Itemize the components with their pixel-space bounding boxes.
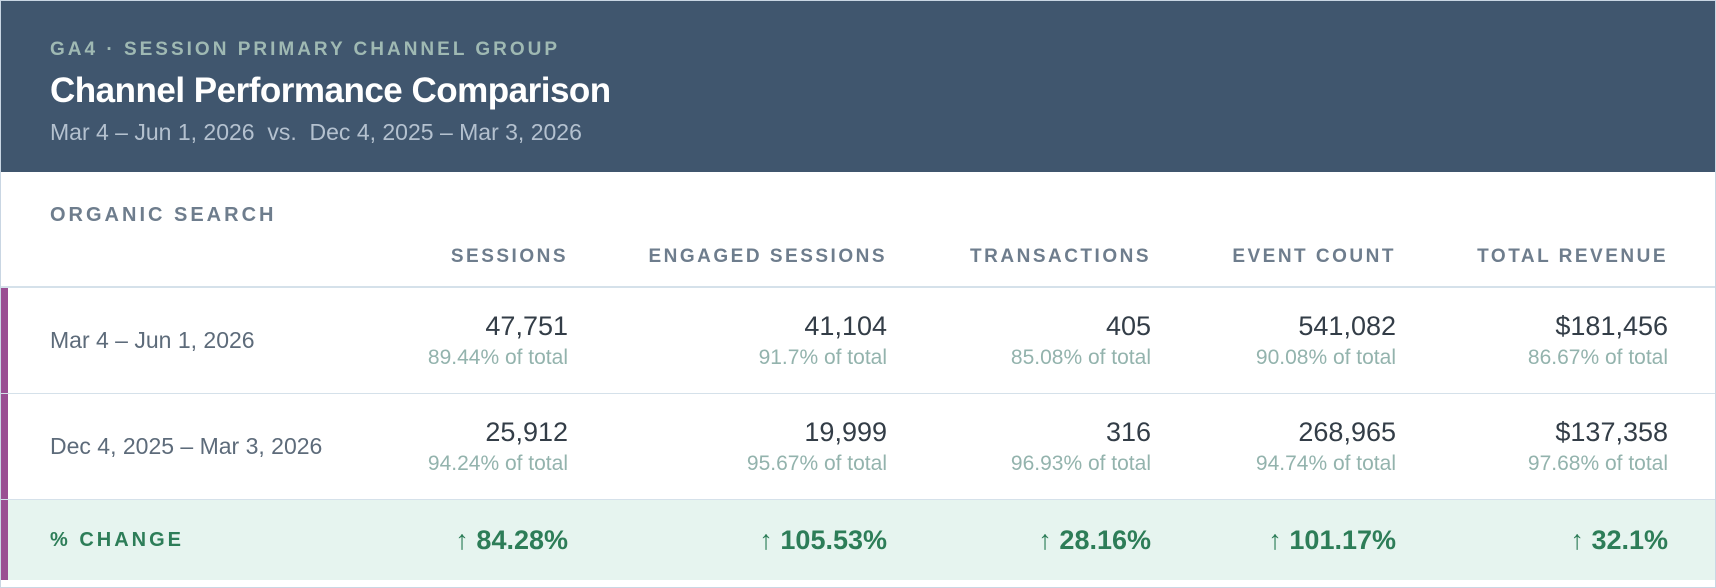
metric-cell: 41,104 91.7% of total bbox=[568, 287, 887, 394]
metric-value: $181,456 bbox=[1555, 311, 1669, 341]
metric-value: 541,082 bbox=[1298, 311, 1396, 341]
column-header: TOTAL REVENUE bbox=[1396, 228, 1715, 288]
change-value: ↑ 84.28% bbox=[368, 499, 568, 580]
metric-cell: $137,358 97.68% of total bbox=[1396, 393, 1715, 500]
period-label: Mar 4 – Jun 1, 2026 bbox=[1, 287, 368, 394]
metric-share: 97.68% of total bbox=[1527, 452, 1669, 475]
column-header: TRANSACTIONS bbox=[887, 228, 1151, 288]
metric-value: 405 bbox=[1105, 311, 1151, 341]
metric-share: 94.24% of total bbox=[427, 452, 568, 475]
metric-share: 96.93% of total bbox=[1010, 452, 1151, 475]
change-value: ↑ 32.1% bbox=[1396, 499, 1715, 580]
column-header: SESSIONS bbox=[368, 228, 568, 288]
metric-cell: $181,456 86.67% of total bbox=[1396, 287, 1715, 394]
metric-share: 91.7% of total bbox=[758, 346, 887, 369]
metric-share: 90.08% of total bbox=[1255, 346, 1396, 369]
eyebrow: GA4 · SESSION PRIMARY CHANNEL GROUP bbox=[50, 39, 561, 60]
column-headers: SESSIONS ENGAGED SESSIONS TRANSACTIONS EVEN… bbox=[1, 228, 1715, 288]
metric-share: 86.67% of total bbox=[1527, 346, 1669, 369]
metric-value: 268,965 bbox=[1298, 417, 1396, 447]
metric-cell: 268,965 94.74% of total bbox=[1151, 393, 1396, 500]
column-header: ENGAGED SESSIONS bbox=[568, 228, 887, 288]
metric-cell: 316 96.93% of total bbox=[887, 393, 1151, 500]
metric-value: 316 bbox=[1105, 417, 1151, 447]
metric-cell: 19,999 95.67% of total bbox=[568, 393, 887, 500]
section-title: ORGANIC SEARCH bbox=[50, 203, 277, 226]
title: Channel Performance Comparison bbox=[50, 71, 611, 110]
change-value: ↑ 28.16% bbox=[887, 499, 1151, 580]
period-row: Mar 4 – Jun 1, 2026 47,751 89.44% of total… bbox=[1, 287, 1715, 394]
metric-cell: 541,082 90.08% of total bbox=[1151, 287, 1396, 394]
metric-value: 25,912 bbox=[485, 417, 568, 447]
metric-cell: 25,912 94.24% of total bbox=[368, 393, 568, 500]
change-label: % CHANGE bbox=[1, 499, 368, 580]
metric-value: 47,751 bbox=[485, 311, 568, 341]
metric-share: 95.67% of total bbox=[746, 452, 887, 475]
metric-cell: 47,751 89.44% of total bbox=[368, 287, 568, 394]
subtitle: Mar 4 – Jun 1, 2026 vs. Dec 4, 2025 – Ma… bbox=[50, 119, 582, 145]
metric-value: 19,999 bbox=[804, 417, 887, 447]
change-value: ↑ 101.17% bbox=[1151, 499, 1396, 580]
period-row: Dec 4, 2025 – Mar 3, 2026 25,912 94.24% of… bbox=[1, 393, 1715, 500]
metric-cell: 405 85.08% of total bbox=[887, 287, 1151, 394]
period-label: Dec 4, 2025 – Mar 3, 2026 bbox=[1, 393, 368, 500]
metric-value: $137,358 bbox=[1555, 417, 1669, 447]
column-header: EVENT COUNT bbox=[1151, 228, 1396, 288]
header: GA4 · SESSION PRIMARY CHANNEL GROUP Chan… bbox=[1, 1, 1715, 172]
metric-share: 89.44% of total bbox=[427, 346, 568, 369]
change-value: ↑ 105.53% bbox=[568, 499, 887, 580]
table: ORGANIC SEARCH SESSIONS ENGAGED SESSIONS T… bbox=[1, 172, 1715, 580]
metric-share: 94.74% of total bbox=[1255, 452, 1396, 475]
change-row: % CHANGE ↑ 84.28% ↑ 105.53% ↑ 28.16% ↑ 101.1… bbox=[1, 499, 1715, 580]
metric-share: 85.08% of total bbox=[1010, 346, 1151, 369]
metric-value: 41,104 bbox=[804, 311, 887, 341]
